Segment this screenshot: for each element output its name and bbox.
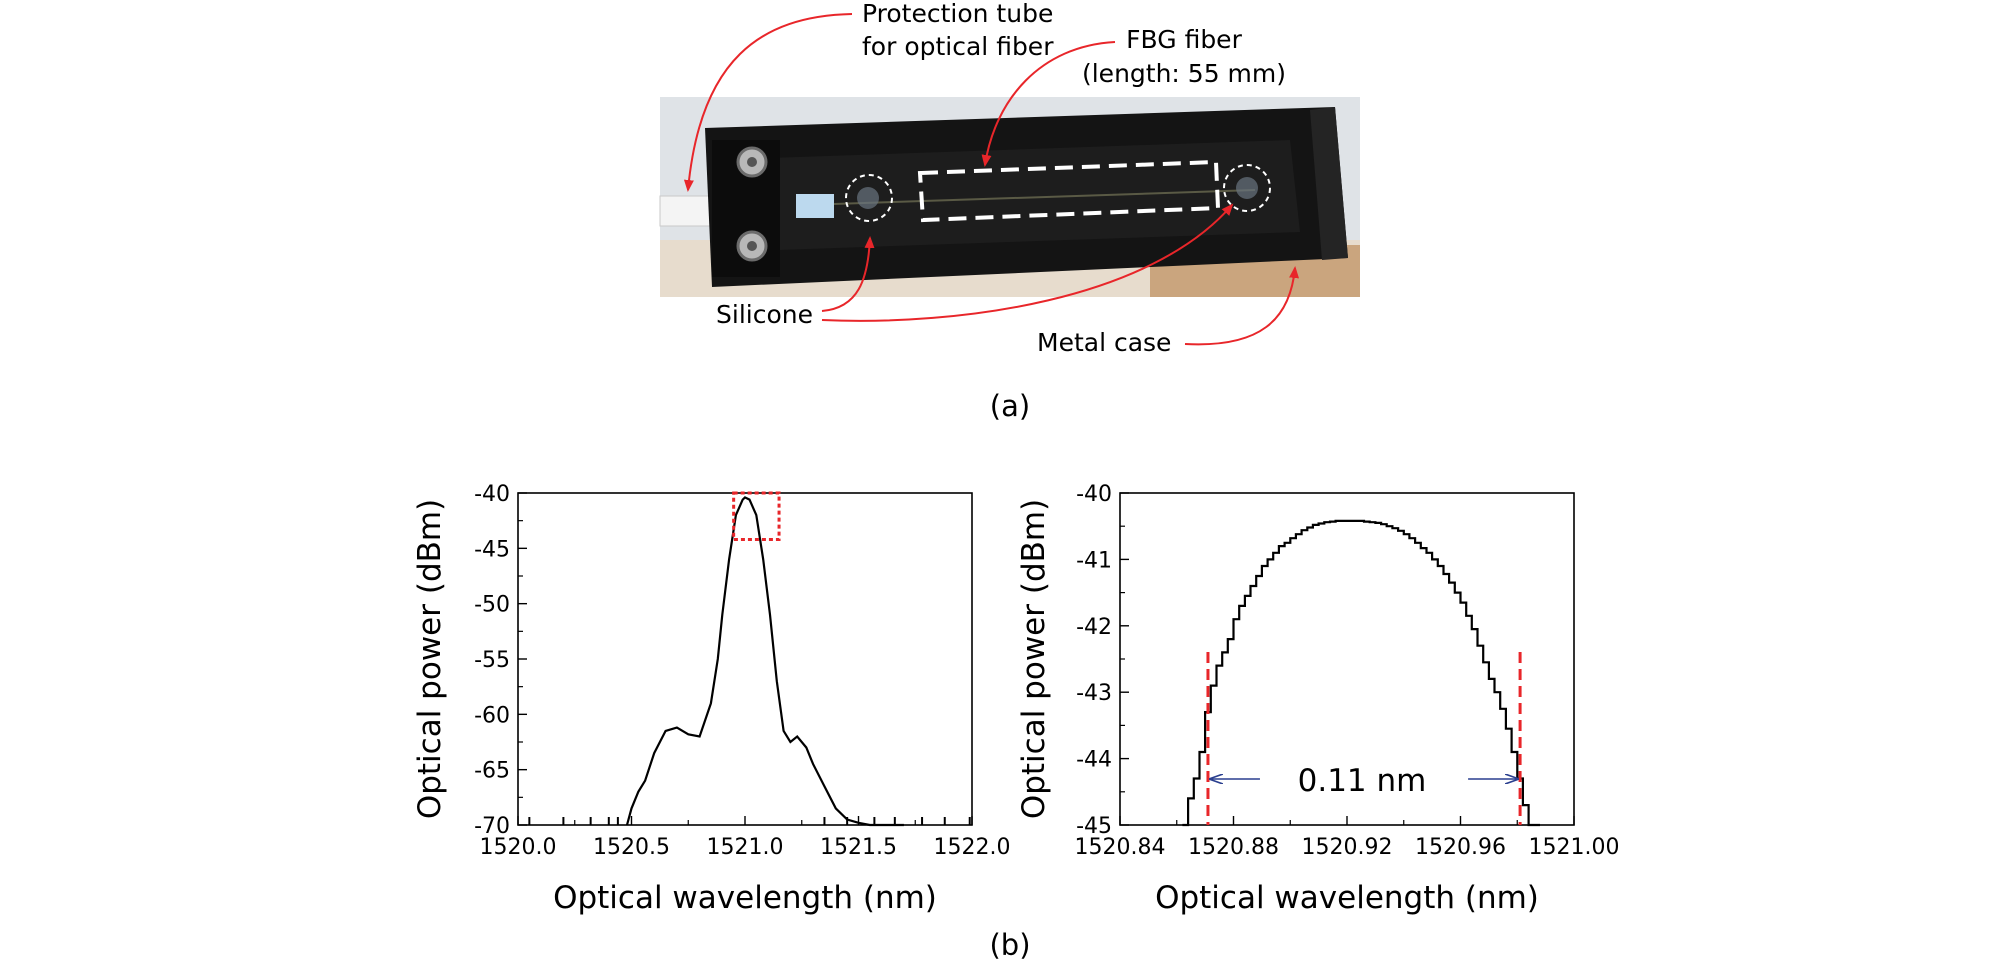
x-tick-label: 1521.0 [707,835,784,860]
chart-left-noise [528,817,971,825]
label-protection-tube-1: Protection tube [862,0,1053,28]
label-protection-tube-2: for optical fiber [862,32,1054,61]
panel-a: Protection tube for optical fiber FBG fi… [659,0,1360,423]
chart-right-xticks: 1520.84 1520.88 1520.92 1520.96 1521.00 [1075,816,1620,860]
y-tick-label: -44 [1076,748,1112,773]
chart-left-frame [517,492,973,826]
panel-b: -40 -45 -50 -55 -60 -65 -70 1520.0 1520.5 1521.0… [412,482,1619,962]
x-tick-label: 1520.92 [1302,835,1393,860]
chart-left-ylabel: Optical power (dBm) [412,499,448,819]
silicone-right-highlight [1223,164,1271,212]
annotation-labels: Protection tube for optical fiber FBG fi… [716,0,1286,357]
x-tick-label: 1521.00 [1529,835,1620,860]
y-tick-label: -45 [474,537,510,562]
y-tick-label: -40 [474,482,510,507]
arrow-silicone-left [821,236,875,312]
chart-left-series-line [625,496,904,827]
caption-b: (b) [989,928,1030,962]
chart-left-xticks: 1520.0 1520.5 1521.0 1521.5 1522.0 [480,816,1011,860]
y-tick-label: -50 [474,593,510,618]
arrow-fbg-fiber [981,41,1116,167]
chart-left-yticks: -40 -45 -50 -55 -60 -65 -70 [474,482,527,839]
x-tick-label: 1521.5 [820,835,897,860]
silicone-left-highlight [845,174,893,222]
chart-right-xlabel: Optical wavelength (nm) [1155,880,1539,916]
chart-right-series-line [1182,519,1540,827]
fbg-fiber [833,189,1256,205]
fbg-highlight-box [917,159,1221,223]
x-tick-label: 1520.88 [1188,835,1279,860]
y-tick-label: -43 [1076,681,1112,706]
x-tick-label: 1520.0 [480,835,557,860]
y-tick-label: -70 [474,814,510,839]
x-tick-label: 1520.84 [1075,835,1166,860]
x-tick-label: 1520.5 [593,835,670,860]
bandwidth-label: 0.11 nm [1298,763,1427,799]
x-tick-label: 1522.0 [934,835,1011,860]
y-tick-label: -55 [474,648,510,673]
label-fbg-fiber-2: (length: 55 mm) [1082,59,1286,88]
label-silicone: Silicone [716,300,813,329]
chart-left-peak-box [732,491,781,541]
label-metal-case: Metal case [1037,328,1171,357]
arrow-protection-tube [683,13,853,192]
annotation-arrows [683,13,1300,346]
chart-left-xlabel: Optical wavelength (nm) [553,880,937,916]
y-tick-label: -40 [1076,482,1112,507]
arrow-metal-case [1184,266,1300,346]
x-tick-label: 1520.96 [1415,835,1506,860]
y-tick-label: -45 [1076,814,1112,839]
y-tick-label: -42 [1076,615,1112,640]
chart-right: -40 -41 -42 -43 -44 -45 1520.84 1520.88 1520.92… [1016,482,1619,916]
label-fbg-fiber-1: FBG fiber [1126,25,1242,54]
device-photo [659,97,1360,297]
chart-left: -40 -45 -50 -55 -60 -65 -70 1520.0 1520.5 1521.0… [412,482,1010,916]
y-tick-label: -60 [474,703,510,728]
y-tick-label: -65 [474,759,510,784]
y-tick-label: -41 [1076,548,1112,573]
chart-right-ylabel: Optical power (dBm) [1016,499,1052,819]
chart-right-yticks: -40 -41 -42 -43 -44 -45 [1076,482,1129,839]
arrow-silicone-right [821,203,1234,322]
caption-a: (a) [990,389,1030,423]
